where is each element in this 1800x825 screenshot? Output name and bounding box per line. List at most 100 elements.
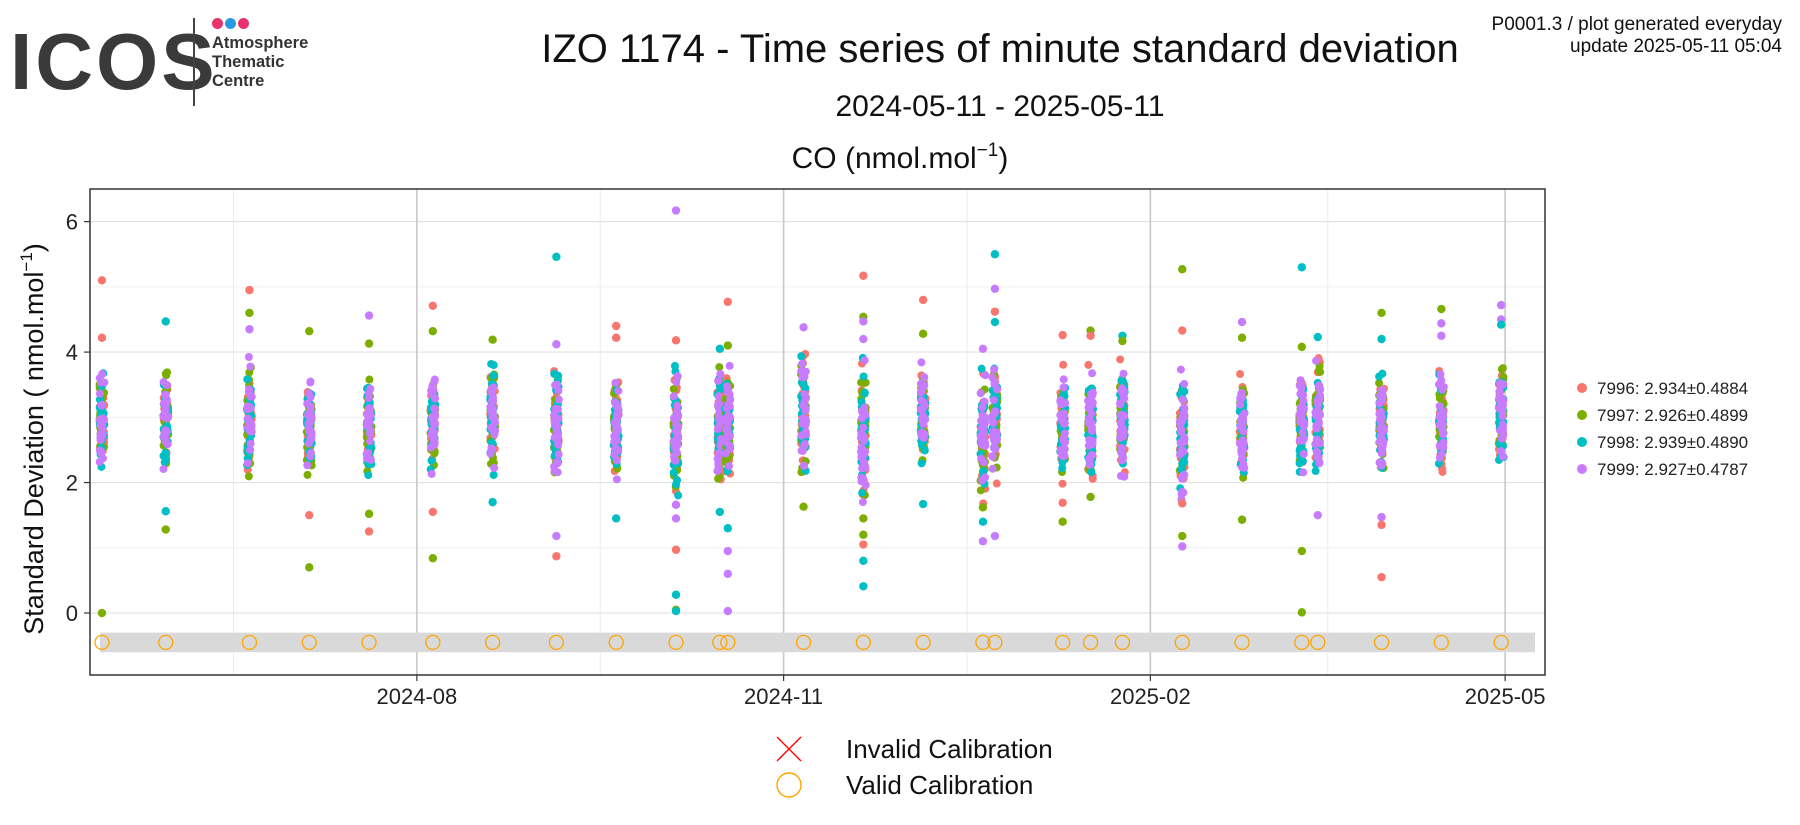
data-point: [1119, 432, 1128, 441]
data-point: [305, 563, 314, 572]
data-point: [1297, 546, 1307, 556]
data-point: [488, 425, 497, 434]
data-point: [860, 409, 869, 418]
y-tick-label: 0: [66, 601, 78, 626]
data-point: [98, 454, 107, 463]
data-point: [978, 344, 988, 354]
data-point: [1086, 492, 1095, 502]
data-point: [669, 384, 678, 393]
data-point: [671, 514, 681, 523]
data-point: [713, 401, 722, 410]
data-point: [489, 470, 498, 479]
data-point: [723, 297, 733, 307]
calibration-marker: [720, 634, 736, 651]
data-point: [365, 404, 374, 413]
data-point: [978, 503, 988, 512]
y-axis-label-superscript: −1: [17, 252, 36, 271]
data-point: [1237, 393, 1246, 402]
data-point: [857, 429, 866, 438]
legend-label: 7999: 2.927±0.4787: [1597, 460, 1748, 479]
data-point: [723, 524, 733, 533]
data-point: [552, 252, 561, 262]
data-point: [97, 401, 106, 410]
data-point: [1299, 449, 1308, 458]
calibration-marker: [361, 634, 377, 651]
data-point: [1178, 395, 1187, 404]
data-point: [245, 308, 254, 318]
data-point: [725, 361, 734, 370]
data-point: [486, 403, 495, 412]
calibration-marker: [158, 634, 174, 651]
data-point: [1437, 319, 1446, 328]
data-point: [1375, 437, 1384, 446]
data-point: [362, 450, 371, 459]
data-point: [1177, 425, 1186, 434]
calibration-marker: [855, 634, 871, 651]
data-point: [859, 372, 868, 381]
data-point: [1237, 515, 1247, 524]
calibration-marker: [1055, 634, 1071, 651]
data-point: [1178, 472, 1187, 481]
panel-title-close: ): [998, 142, 1008, 175]
data-point: [917, 459, 926, 468]
data-point: [1117, 423, 1126, 432]
data-point: [1377, 413, 1386, 422]
data-point: [1178, 531, 1187, 541]
data-point: [1059, 360, 1068, 369]
data-point: [723, 546, 733, 556]
data-point: [306, 435, 315, 444]
data-point: [304, 422, 313, 431]
data-point: [988, 452, 997, 461]
data-point: [162, 438, 171, 447]
chart-title-row: IZO 1174 - Time series of minute standar…: [0, 26, 1800, 72]
data-point: [671, 206, 681, 215]
data-point: [613, 425, 622, 434]
data-point: [430, 377, 439, 386]
data-point: [715, 344, 725, 354]
data-point: [303, 470, 312, 479]
data-point: [860, 356, 869, 365]
data-point: [489, 371, 498, 380]
data-point: [976, 389, 985, 398]
data-point: [858, 464, 867, 473]
data-point: [554, 395, 563, 404]
data-point: [715, 421, 724, 430]
data-point: [1058, 416, 1067, 425]
data-point: [1298, 457, 1307, 466]
data-point: [306, 402, 315, 411]
y-axis-label-text: Standard Deviation ( nmol.mol: [19, 272, 49, 635]
data-point: [798, 359, 807, 368]
calibration-marker: [668, 634, 684, 651]
panel-title-text: CO (nmol.mol: [792, 142, 977, 175]
data-point: [1236, 422, 1245, 431]
data-point: [861, 378, 870, 387]
data-point: [1375, 379, 1384, 388]
data-point: [918, 431, 927, 440]
data-point: [859, 582, 868, 591]
data-point: [1084, 454, 1093, 463]
calibration-marker: [1234, 634, 1250, 651]
data-point: [305, 327, 314, 336]
data-point: [611, 514, 621, 523]
data-point: [859, 271, 868, 280]
data-point: [990, 307, 1000, 316]
data-point: [1496, 320, 1506, 329]
data-point: [1084, 360, 1093, 369]
data-point: [1297, 608, 1307, 617]
data-point: [990, 284, 1000, 294]
data-point: [364, 416, 373, 425]
panel-title: CO (nmol.mol−1): [792, 140, 1009, 175]
calibration-legend-label: Invalid Calibration: [846, 734, 1053, 764]
data-point: [1058, 517, 1067, 526]
data-point: [990, 365, 999, 374]
data-point: [552, 340, 561, 349]
data-point: [1315, 459, 1324, 468]
data-point: [1177, 490, 1186, 499]
data-point: [97, 333, 107, 342]
data-point: [427, 456, 436, 465]
data-point: [96, 430, 105, 439]
data-point: [427, 430, 436, 439]
data-point: [366, 384, 375, 393]
calibration-marker: [425, 634, 441, 651]
